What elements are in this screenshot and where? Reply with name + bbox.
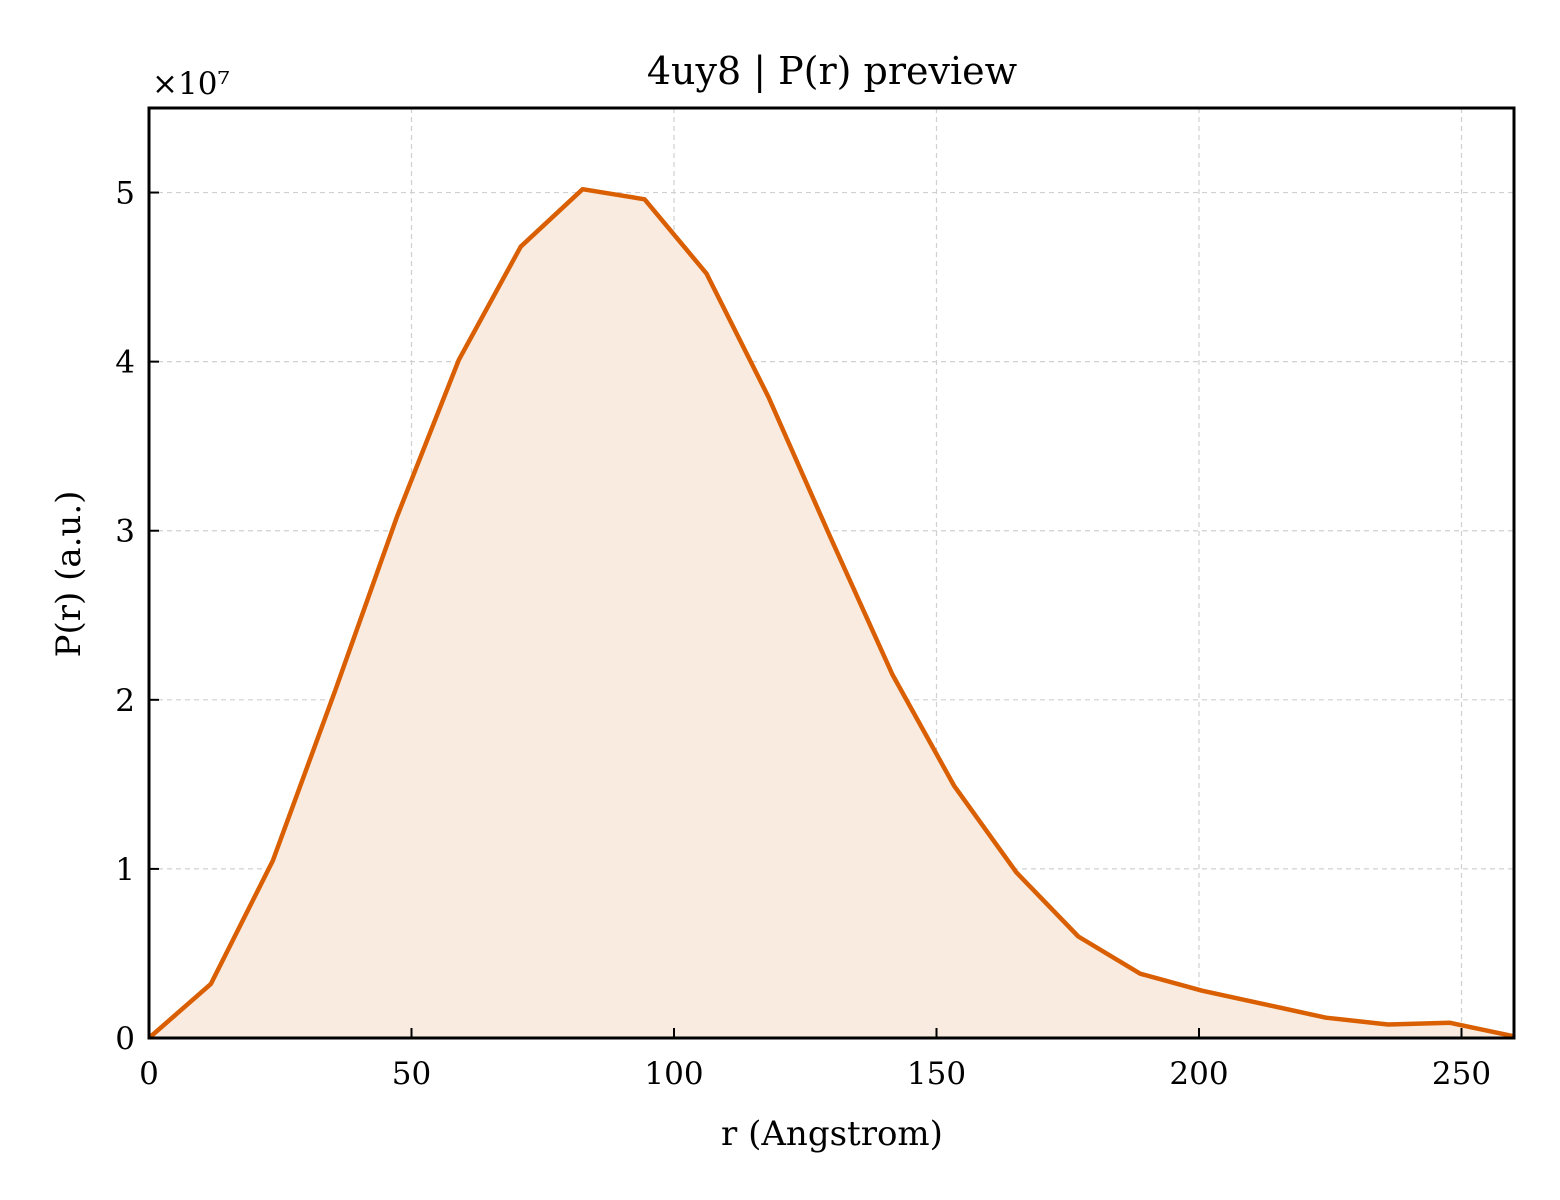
chart-title: 4uy8 | P(r) preview <box>647 49 1018 93</box>
y-tick-label: 1 <box>115 852 135 888</box>
axes-frame <box>147 106 1516 1040</box>
area-fill <box>149 189 1514 1038</box>
x-tick-label: 50 <box>392 1056 431 1092</box>
x-tick-label: 100 <box>644 1056 703 1092</box>
x-tick-label: 200 <box>1169 1056 1228 1092</box>
y-tick-label: 0 <box>115 1021 135 1057</box>
y-tick-label: 2 <box>115 683 135 719</box>
y-tick-label: 4 <box>115 345 135 381</box>
x-axis-label: r (Angstrom) <box>721 1114 943 1154</box>
y-multiplier-label: ×10⁷ <box>152 66 230 102</box>
x-tick-label: 150 <box>907 1056 966 1092</box>
series-line <box>147 186 1515 1040</box>
y-axis-label: P(r) (a.u.) <box>49 491 89 658</box>
x-tick-label: 250 <box>1432 1056 1491 1092</box>
x-tick-label: 0 <box>139 1056 159 1092</box>
y-tick-label: 3 <box>115 514 135 550</box>
y-tick-label: 5 <box>115 176 135 212</box>
